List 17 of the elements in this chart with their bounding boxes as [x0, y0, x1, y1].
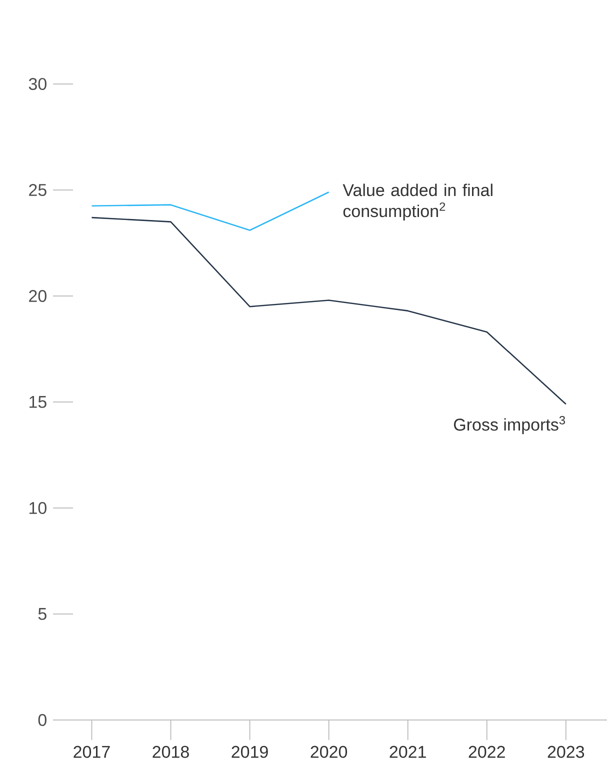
series-label: Gross imports$^{3}$	[454, 416, 566, 434]
x-tick-label: 2023	[548, 746, 584, 758]
y-tick-label: 15	[30, 396, 46, 408]
y-tick-label: 25	[29, 184, 46, 196]
line-series	[91, 191, 330, 231]
y-tick-label: 30	[28, 78, 46, 90]
x-tick-label: 2022	[468, 746, 505, 758]
y-tick-label: 10	[30, 502, 46, 514]
series-label: Value added in final consumption$^{2}$	[342, 184, 492, 221]
x-tick-label: 2018	[152, 746, 189, 758]
y-tick-label: 20	[29, 290, 46, 302]
x-tick-label: 2019	[232, 746, 268, 758]
x-tick-label: 2020	[310, 746, 348, 758]
x-tick-label: 2021	[390, 746, 426, 758]
x-tick-label: 2017	[74, 746, 110, 758]
y-tick-label: 0	[38, 714, 46, 726]
y-tick-label: 5	[38, 608, 46, 620]
